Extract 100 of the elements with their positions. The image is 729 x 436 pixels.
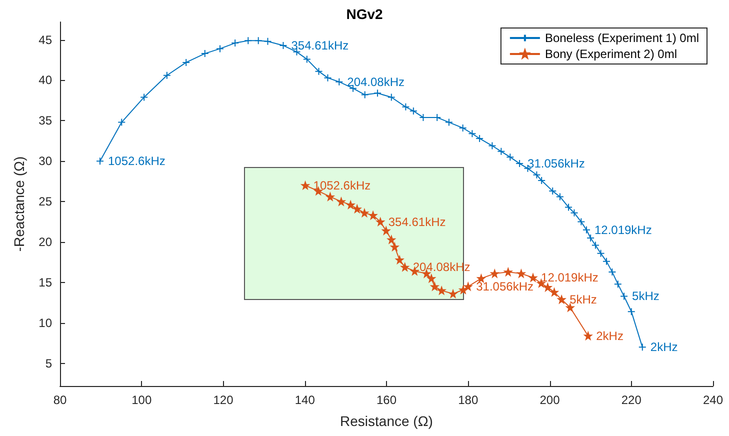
y-tick-label: 30 bbox=[38, 154, 52, 168]
point bbox=[608, 268, 616, 276]
chart-title: NGv2 bbox=[346, 6, 383, 22]
point bbox=[402, 102, 410, 111]
point bbox=[244, 36, 252, 45]
point bbox=[409, 106, 418, 115]
annotation: 31.056kHz bbox=[476, 280, 534, 294]
point bbox=[548, 187, 557, 196]
point bbox=[216, 44, 224, 53]
point bbox=[400, 263, 409, 272]
point bbox=[376, 218, 384, 226]
point bbox=[468, 130, 476, 138]
point bbox=[577, 218, 586, 226]
x-axis-title: Resistance (Ω) bbox=[340, 413, 433, 429]
point bbox=[638, 343, 646, 352]
point bbox=[556, 192, 564, 201]
point bbox=[544, 283, 552, 292]
x-tick-label: 120 bbox=[213, 393, 234, 407]
point bbox=[396, 256, 404, 264]
x-tick-label: 180 bbox=[458, 393, 478, 407]
point bbox=[627, 308, 636, 316]
y-tick-label: 20 bbox=[38, 235, 52, 250]
point bbox=[570, 208, 578, 217]
legend-label: Boneless (Experiment 1) 0ml bbox=[544, 31, 699, 45]
point bbox=[387, 93, 396, 102]
point bbox=[506, 153, 514, 162]
point bbox=[387, 236, 396, 244]
point bbox=[360, 208, 368, 217]
annotation: 12.019kHz bbox=[594, 222, 652, 237]
annotation: 2kHz bbox=[596, 328, 624, 343]
point bbox=[390, 242, 399, 251]
y-tick-label: 5 bbox=[45, 356, 52, 370]
annotation: 354.61kHz bbox=[388, 214, 446, 229]
point bbox=[231, 39, 240, 48]
point bbox=[182, 58, 190, 66]
point bbox=[459, 286, 468, 294]
y-tick-label: 45 bbox=[38, 32, 52, 47]
point bbox=[337, 198, 346, 206]
point bbox=[200, 50, 209, 58]
point bbox=[162, 71, 171, 80]
point bbox=[602, 257, 610, 266]
x-tick-label: 240 bbox=[702, 393, 724, 407]
point bbox=[586, 234, 595, 242]
y-tick-label: 15 bbox=[38, 275, 52, 290]
point bbox=[140, 93, 148, 102]
point bbox=[550, 288, 558, 296]
point bbox=[314, 67, 323, 76]
y-tick-label: 35 bbox=[38, 114, 52, 128]
point bbox=[564, 203, 573, 212]
point bbox=[369, 211, 378, 220]
point bbox=[516, 160, 524, 168]
x-tick-label: 200 bbox=[540, 393, 560, 407]
point bbox=[374, 89, 382, 98]
annotation: 204.08kHz bbox=[347, 74, 405, 89]
annotation: 5kHz bbox=[570, 292, 597, 306]
point bbox=[591, 241, 600, 250]
point bbox=[264, 37, 272, 46]
point bbox=[497, 147, 506, 156]
annotation: 1052.6kHz bbox=[313, 178, 371, 192]
legend-label: Bony (Experiment 2) 0ml bbox=[544, 47, 677, 61]
point bbox=[614, 280, 622, 288]
point bbox=[96, 157, 104, 166]
y-tick-label: 10 bbox=[38, 316, 52, 330]
point bbox=[488, 142, 496, 150]
x-tick-label: 100 bbox=[132, 393, 152, 407]
point bbox=[596, 249, 605, 258]
point bbox=[430, 282, 439, 291]
point bbox=[464, 282, 472, 291]
point bbox=[490, 270, 499, 278]
x-tick-label: 140 bbox=[294, 393, 316, 407]
point bbox=[444, 118, 453, 126]
point bbox=[324, 74, 332, 82]
point bbox=[584, 332, 592, 340]
x-tick-label: 160 bbox=[376, 393, 397, 407]
point bbox=[458, 124, 467, 132]
point bbox=[517, 270, 526, 278]
point bbox=[558, 295, 566, 304]
annotation: 12.019kHz bbox=[541, 270, 598, 285]
point bbox=[279, 41, 288, 50]
point bbox=[301, 181, 310, 190]
annotation: 2kHz bbox=[650, 340, 678, 354]
point bbox=[326, 192, 334, 201]
point bbox=[360, 90, 369, 99]
y-axis-title: -Reactance (Ω) bbox=[11, 156, 27, 252]
annotation: 31.056kHz bbox=[528, 156, 585, 171]
point bbox=[566, 304, 574, 312]
point bbox=[118, 118, 126, 126]
point bbox=[346, 200, 355, 209]
point bbox=[438, 286, 446, 295]
annotation: 5kHz bbox=[632, 289, 660, 304]
point bbox=[529, 274, 538, 282]
point bbox=[449, 290, 458, 298]
point bbox=[476, 134, 484, 142]
point bbox=[382, 226, 390, 235]
y-tick-label: 40 bbox=[38, 73, 52, 88]
point bbox=[504, 268, 512, 276]
x-tick-label: 80 bbox=[53, 393, 67, 407]
y-tick-label: 25 bbox=[38, 194, 52, 209]
x-tick-label: 220 bbox=[621, 393, 642, 407]
annotation: 354.61kHz bbox=[291, 38, 349, 52]
